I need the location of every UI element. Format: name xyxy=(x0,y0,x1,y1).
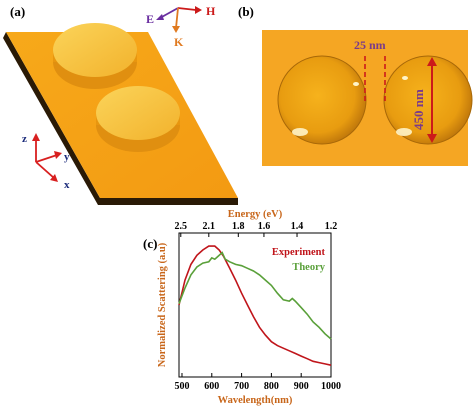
series-line-theory xyxy=(178,251,332,340)
substrate-side xyxy=(3,32,238,205)
x-tick-label: 500 xyxy=(174,381,189,392)
x-tick-label: 1000 xyxy=(321,381,341,392)
disc-bottom-face xyxy=(96,86,180,140)
y-axis-title: Normalized Scattering (a.u) xyxy=(157,242,168,367)
sphere-right-highlight xyxy=(396,128,412,136)
gap-label: 25 nm xyxy=(354,38,386,52)
z-axis-label: z xyxy=(22,133,27,145)
x-axis-label: x xyxy=(64,179,70,191)
y-axis-label: y xyxy=(64,151,70,163)
h-field-label: H xyxy=(206,4,216,18)
x2-axis-title: Energy (eV) xyxy=(228,209,283,220)
x2-tick-label: 1.4 xyxy=(291,221,304,232)
x-tick-label: 800 xyxy=(264,381,279,392)
diameter-label: 450 nm xyxy=(411,89,426,130)
polarization-icon xyxy=(156,6,202,33)
legend-experiment: Experiment xyxy=(272,247,326,258)
legend-theory: Theory xyxy=(292,262,325,273)
x2-tick-label: 2.1 xyxy=(203,221,216,232)
sphere-right-glint xyxy=(402,76,408,80)
x2-tick-label: 1.8 xyxy=(232,221,245,232)
xyz-axes-icon xyxy=(32,133,62,182)
x-tick-label: 700 xyxy=(234,381,249,392)
series-line-experiment xyxy=(178,245,332,366)
x-tick-label: 600 xyxy=(204,381,219,392)
e-field-label: E xyxy=(146,12,154,26)
x2-tick-label: 1.2 xyxy=(325,221,338,232)
x-tick-label: 900 xyxy=(294,381,309,392)
x2-tick-label: 2.5 xyxy=(175,221,188,232)
x2-tick-label: 1.6 xyxy=(258,221,271,232)
panel-c-label: (c) xyxy=(143,236,158,251)
x-axis-title: Wavelength(nm) xyxy=(218,395,293,406)
panel-b-label: (b) xyxy=(238,4,254,19)
panel-a-label: (a) xyxy=(10,4,26,19)
diameter-arrow-head-bottom xyxy=(427,134,437,143)
disc-top-face xyxy=(53,23,137,77)
sphere-left-glint xyxy=(353,82,359,86)
diameter-arrow-head-top xyxy=(427,57,437,66)
k-vector-label: K xyxy=(174,35,184,49)
sphere-left xyxy=(277,55,367,145)
sphere-left-highlight xyxy=(292,128,308,136)
